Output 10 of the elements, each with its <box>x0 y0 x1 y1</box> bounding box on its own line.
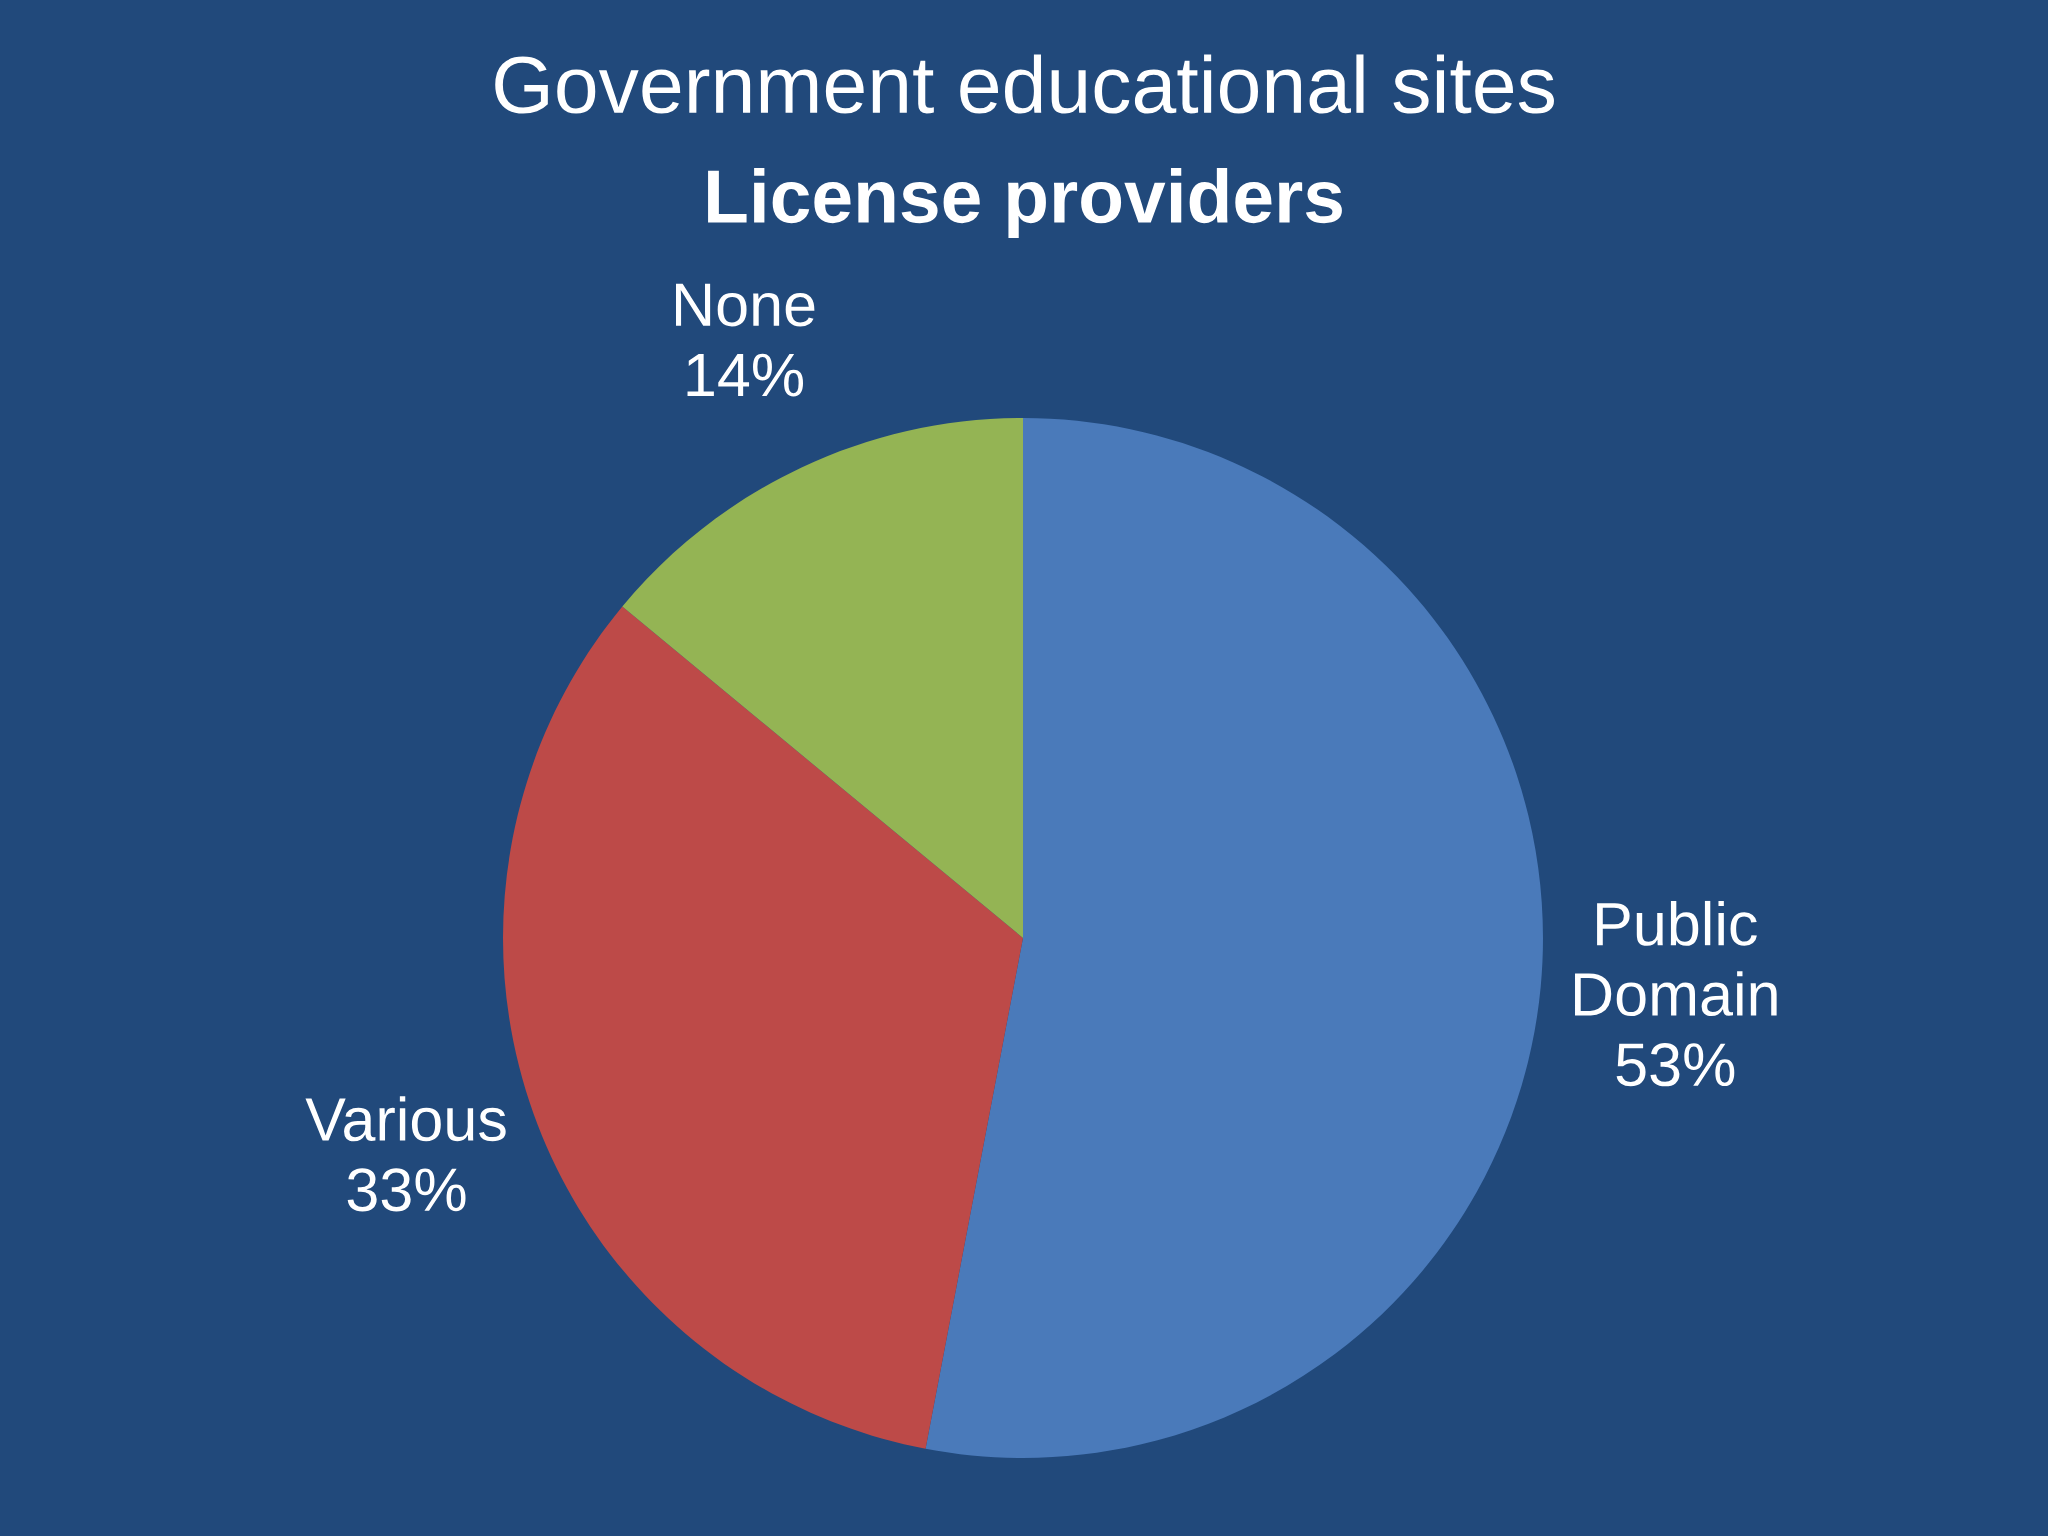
chart-title: Government educational sites <box>495 54 1554 114</box>
data-label: 14% <box>687 353 804 397</box>
pie-slice <box>925 418 1543 1458</box>
data-label: 33% <box>347 1168 466 1212</box>
slice-label: Public Domain <box>1575 900 1777 1017</box>
data-label: 53% <box>1616 1043 1735 1087</box>
pie-slice <box>622 418 1023 938</box>
slice-label: None <box>676 283 815 327</box>
slice-label: Various <box>305 1096 506 1142</box>
chart-subtitle: License providers <box>708 168 1342 238</box>
